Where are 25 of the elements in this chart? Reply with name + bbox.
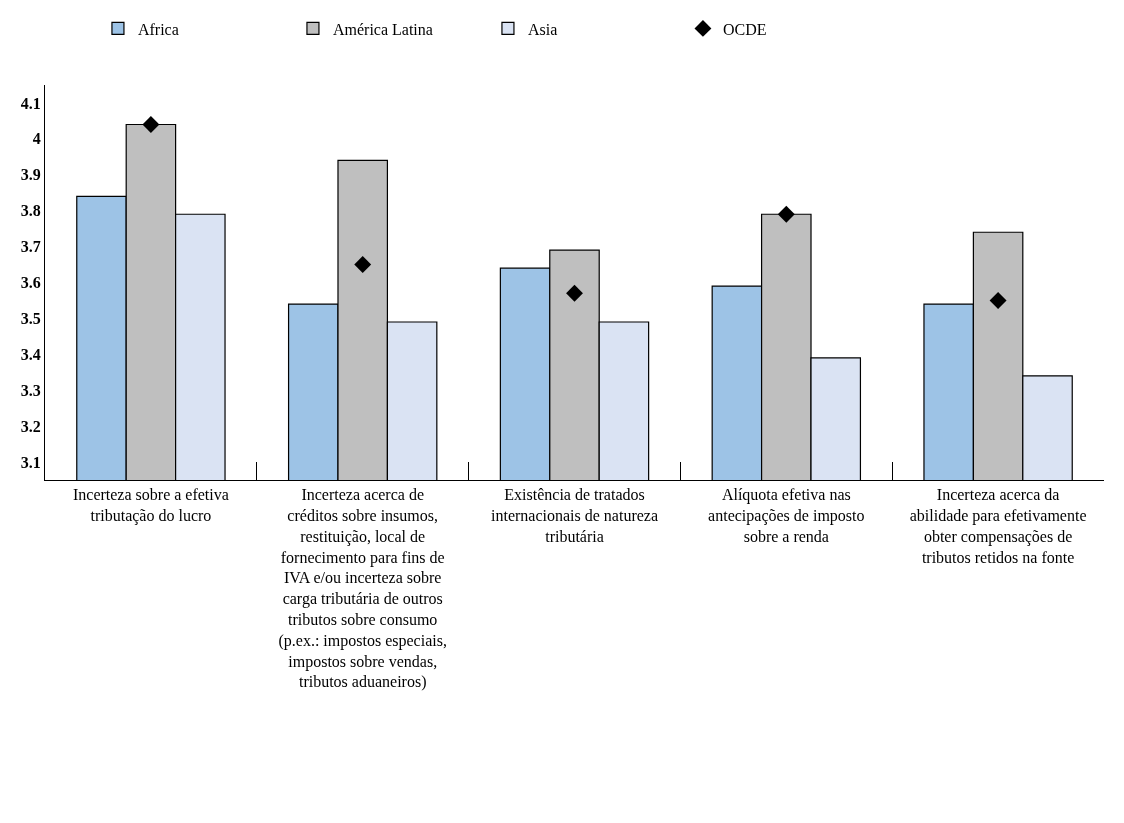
x-tick-label: Incerteza sobre a efetiva tributação do lucro [72,486,229,525]
point [354,256,372,273]
legend-label: América Latina [332,20,433,38]
category-label: Incerteza acerca de créditos sobre insumos, restituição, local de fornecimento para fins de IVA e/ou incerteza sobre carga tributária de outros tributos sobre consumo (p.ex.: impostos especiais, impostos sobre vendas, tributos aduaneiros) [278,486,447,691]
y-tick-label: 3.5 [20,310,41,328]
point [142,116,160,133]
legend-label: Asia [527,20,558,38]
y-tick-label: 3.1 [20,453,41,471]
y-tick-label: 3.4 [20,345,41,363]
y-tick-label: 3.9 [20,166,41,184]
y-tick-label: 3.2 [20,417,41,435]
y-tick-label: 3.6 [20,274,41,292]
y-tick-label: 4.1 [20,94,41,112]
point [777,205,795,223]
x-tick-label: Alíquota efetiva nas antecipações de imposto sobre a renda [708,486,865,545]
y-tick-label: 3.8 [20,202,41,220]
y-tick-label: 4 [32,130,41,148]
point [989,292,1007,309]
y-tick-label: 3.7 [20,238,41,256]
x-tick-label: Incerteza acerca da abilidade para efetivamente obter compensações de tributos retidos na fonte [909,486,1087,566]
x-tick-label: Existência de tratados internacionais de natureza tributária [490,486,659,545]
legend-label: Africa [137,20,179,38]
y-tick-label: 3.3 [20,381,41,399]
legend-label: OCDE [722,20,767,38]
point [566,284,583,302]
